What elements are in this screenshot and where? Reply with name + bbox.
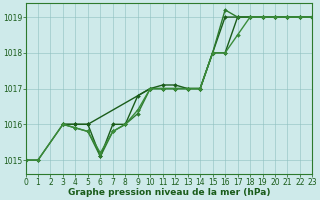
X-axis label: Graphe pression niveau de la mer (hPa): Graphe pression niveau de la mer (hPa) [68,188,270,197]
